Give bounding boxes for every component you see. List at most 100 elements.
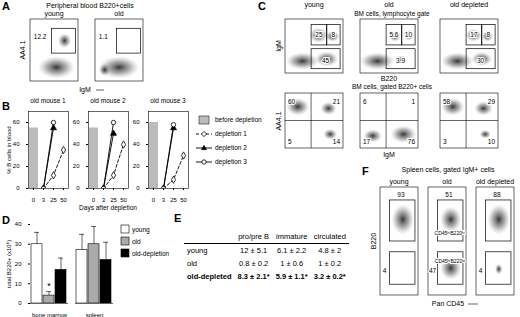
svg-text:IgM: IgM bbox=[275, 40, 283, 52]
svg-text:1.1: 1.1 bbox=[99, 33, 108, 40]
svg-text:0: 0 bbox=[152, 197, 156, 203]
svg-text:30: 30 bbox=[15, 241, 22, 247]
svg-text:0: 0 bbox=[16, 185, 20, 191]
svg-text:20: 20 bbox=[133, 163, 140, 169]
svg-text:Spleen cells, gated IgM+ cells: Spleen cells, gated IgM+ cells bbox=[402, 166, 495, 174]
svg-text:40: 40 bbox=[133, 141, 140, 147]
svg-text:Peripheral blood B220+cells: Peripheral blood B220+cells bbox=[46, 2, 134, 10]
svg-text:depletion 2: depletion 2 bbox=[215, 144, 247, 152]
svg-text:B220: B220 bbox=[370, 233, 377, 249]
svg-text:10: 10 bbox=[405, 31, 413, 38]
svg-text:25: 25 bbox=[170, 197, 177, 203]
svg-text:20: 20 bbox=[13, 163, 20, 169]
svg-text:76: 76 bbox=[408, 138, 416, 145]
svg-text:young: young bbox=[132, 226, 150, 234]
svg-text:50: 50 bbox=[60, 197, 67, 203]
svg-text:E: E bbox=[174, 212, 181, 224]
svg-text:CD45ʰⁱB220ˡᵒ: CD45ʰⁱB220ˡᵒ bbox=[435, 258, 465, 264]
svg-text:C: C bbox=[258, 0, 266, 12]
svg-text:5.6: 5.6 bbox=[389, 31, 398, 38]
svg-text:40: 40 bbox=[13, 141, 20, 147]
svg-text:old: old bbox=[132, 238, 141, 245]
svg-text:old depleted: old depleted bbox=[476, 178, 514, 186]
svg-text:B220: B220 bbox=[381, 75, 397, 82]
svg-text:AA4.1: AA4.1 bbox=[19, 40, 26, 59]
svg-text:depletion 3: depletion 3 bbox=[215, 158, 247, 166]
svg-text:21: 21 bbox=[333, 98, 341, 105]
svg-text:*: * bbox=[47, 281, 51, 291]
svg-text:4: 4 bbox=[479, 267, 483, 274]
svg-text:5: 5 bbox=[288, 138, 292, 145]
svg-text:0: 0 bbox=[18, 300, 22, 306]
svg-text:4: 4 bbox=[383, 267, 387, 274]
svg-text:0: 0 bbox=[136, 185, 140, 191]
svg-text:10: 10 bbox=[488, 138, 496, 145]
svg-text:88: 88 bbox=[493, 191, 501, 198]
svg-text:12.2: 12.2 bbox=[34, 33, 47, 40]
svg-text:D: D bbox=[2, 214, 10, 226]
svg-text:25: 25 bbox=[315, 31, 323, 38]
svg-text:old: old bbox=[442, 178, 451, 185]
svg-text:% B cells in blood: % B cells in blood bbox=[6, 126, 12, 173]
svg-text:25: 25 bbox=[50, 197, 57, 203]
svg-text:spleen: spleen bbox=[86, 312, 104, 317]
svg-text:old-depletion: old-depletion bbox=[132, 250, 170, 258]
svg-text:47: 47 bbox=[429, 267, 437, 274]
svg-text:young: young bbox=[304, 1, 323, 9]
svg-text:20: 20 bbox=[15, 261, 22, 267]
svg-text:45: 45 bbox=[322, 57, 330, 64]
svg-text:3: 3 bbox=[162, 197, 166, 203]
svg-text:20: 20 bbox=[73, 163, 80, 169]
svg-text:8: 8 bbox=[332, 31, 336, 38]
svg-text:40: 40 bbox=[15, 221, 22, 227]
svg-text:B: B bbox=[2, 100, 10, 112]
svg-text:3: 3 bbox=[443, 138, 447, 145]
svg-text:bone marrow: bone marrow bbox=[32, 312, 68, 317]
svg-text:CD45ʰⁱB220ʰⁱ: CD45ʰⁱB220ʰⁱ bbox=[435, 230, 465, 236]
svg-text:IgM: IgM bbox=[383, 151, 395, 159]
svg-text:14: 14 bbox=[333, 138, 341, 145]
svg-text:BM cells, gated B220+ cells: BM cells, gated B220+ cells bbox=[352, 83, 433, 91]
svg-text:50: 50 bbox=[180, 197, 187, 203]
svg-text:6: 6 bbox=[363, 98, 367, 105]
svg-text:51: 51 bbox=[445, 191, 453, 198]
svg-text:10: 10 bbox=[15, 281, 22, 287]
svg-text:young: young bbox=[389, 178, 408, 186]
svg-text:old mouse 1: old mouse 1 bbox=[30, 97, 66, 104]
svg-text:Pan CD45: Pan CD45 bbox=[432, 300, 464, 307]
svg-text:old depleted: old depleted bbox=[450, 1, 488, 9]
svg-text:0: 0 bbox=[32, 197, 36, 203]
svg-text:0: 0 bbox=[76, 185, 80, 191]
svg-text:8: 8 bbox=[487, 31, 491, 38]
svg-text:depletion 1: depletion 1 bbox=[215, 130, 247, 138]
svg-text:old mouse 2: old mouse 2 bbox=[90, 97, 126, 104]
svg-text:40: 40 bbox=[73, 141, 80, 147]
svg-text:before depletion: before depletion bbox=[215, 116, 262, 124]
svg-text:93: 93 bbox=[397, 191, 405, 198]
svg-text:IgM: IgM bbox=[79, 86, 91, 94]
svg-text:50: 50 bbox=[120, 197, 127, 203]
svg-text:3.9: 3.9 bbox=[396, 57, 405, 64]
svg-text:60: 60 bbox=[133, 119, 140, 125]
svg-text:17: 17 bbox=[363, 138, 371, 145]
svg-text:total B220+ (x10⁶): total B220+ (x10⁶) bbox=[6, 240, 12, 288]
svg-text:AA4.1: AA4.1 bbox=[275, 111, 282, 130]
svg-text:17: 17 bbox=[470, 31, 478, 38]
svg-text:F: F bbox=[362, 165, 369, 177]
svg-text:Days after depletion: Days after depletion bbox=[79, 204, 137, 212]
svg-text:3: 3 bbox=[42, 197, 46, 203]
svg-text:0: 0 bbox=[92, 197, 96, 203]
svg-text:60: 60 bbox=[13, 119, 20, 125]
svg-text:29: 29 bbox=[488, 98, 496, 105]
svg-text:3: 3 bbox=[102, 197, 106, 203]
svg-text:old: old bbox=[114, 10, 123, 17]
svg-text:BM cells, lymphocyte gate: BM cells, lymphocyte gate bbox=[354, 10, 430, 18]
svg-text:30: 30 bbox=[477, 57, 485, 64]
svg-text:old mouse 3: old mouse 3 bbox=[150, 97, 186, 104]
svg-text:60: 60 bbox=[288, 98, 296, 105]
svg-text:58: 58 bbox=[443, 98, 451, 105]
svg-text:60: 60 bbox=[73, 119, 80, 125]
svg-text:A: A bbox=[2, 0, 10, 12]
svg-text:25: 25 bbox=[110, 197, 117, 203]
svg-text:old: old bbox=[384, 1, 393, 8]
